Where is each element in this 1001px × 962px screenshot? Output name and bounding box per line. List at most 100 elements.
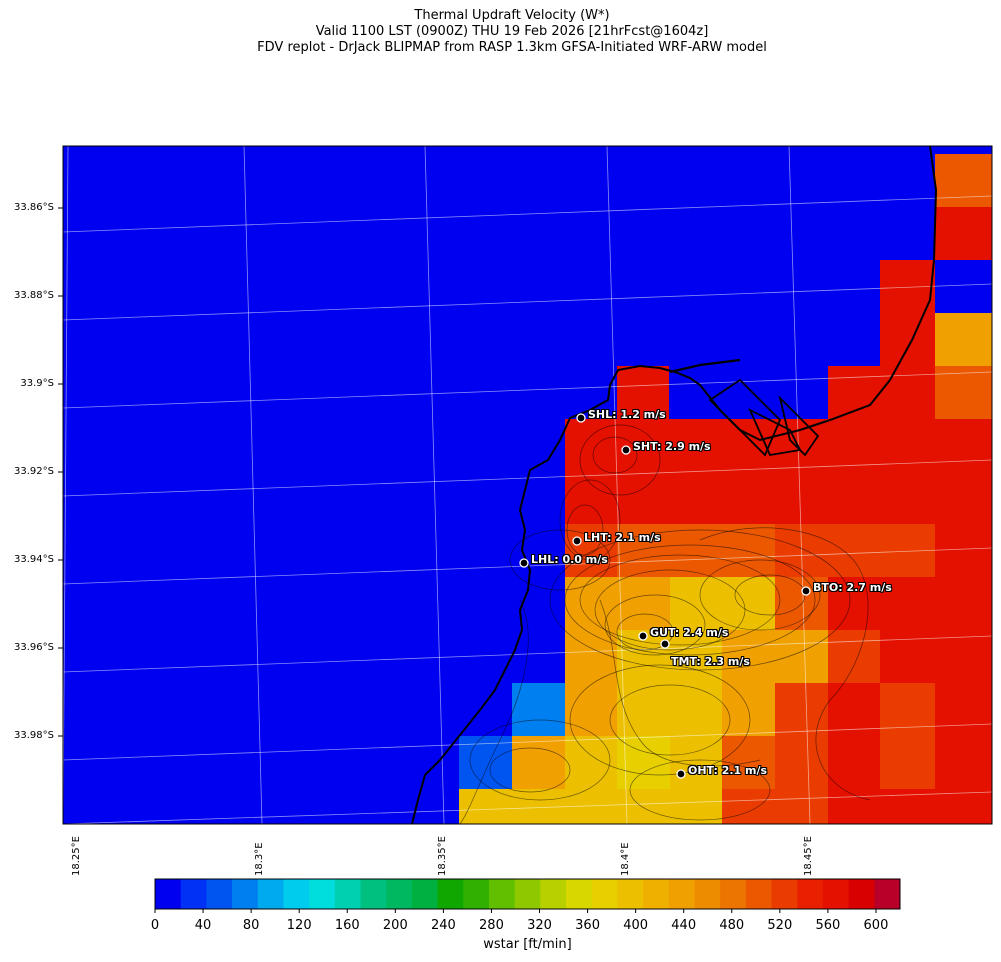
station-marker-tmt[interactable]: [660, 639, 670, 649]
colorbar-segment: [745, 879, 773, 909]
harbour-dock: [708, 378, 782, 457]
colorbar-tick-label: 280: [479, 918, 504, 933]
field-cell: [617, 366, 669, 419]
colorbar-segment: [540, 879, 567, 909]
colorbar-tick-label: 320: [527, 918, 552, 933]
map-area: [63, 146, 992, 824]
field-cell: [880, 630, 935, 683]
terrain-contours: [459, 424, 871, 824]
station-marker-sht[interactable]: [621, 445, 631, 455]
station-label-lhl: LHL: 0.0 m/s: [531, 553, 608, 566]
station-marker-lht[interactable]: [572, 536, 582, 546]
field-cell: [617, 683, 722, 736]
station-marker-gut[interactable]: [638, 631, 648, 641]
field-cell: [617, 630, 722, 683]
station-marker-shl[interactable]: [576, 413, 586, 423]
lon-label: 18.35°E: [437, 836, 448, 876]
colorbar-segment: [309, 879, 336, 909]
lon-label: 18.25°E: [71, 836, 82, 876]
station-marker-bto[interactable]: [801, 586, 811, 596]
field-cell: [459, 789, 565, 824]
field-cell: [617, 524, 775, 577]
colorbar-segment: [617, 879, 644, 909]
title-line-3: FDV replot - DrJack BLIPMAP from RASP 1.…: [257, 40, 767, 55]
harbour-dock-3: [778, 395, 820, 457]
colorbar-tick-label: 400: [623, 918, 649, 933]
colorbar: [154, 878, 901, 913]
lat-ticks: [58, 207, 63, 737]
colorbar-segment: [874, 879, 901, 909]
chart-title: Thermal Updraft Velocity (W*) Valid 1100…: [0, 8, 1001, 56]
colorbar-segment: [488, 879, 516, 909]
field-cell: [775, 630, 828, 683]
colorbar-tick-label: 440: [671, 918, 697, 933]
colorbar-tick-label: 600: [863, 918, 889, 933]
colorbar-tick-label: 480: [719, 918, 745, 933]
colorbar-segment: [411, 879, 439, 909]
field-cell: [828, 630, 880, 683]
colorbar-segment: [591, 879, 618, 909]
lat-label: 33.9°S: [20, 378, 54, 389]
station-label-sht: SHT: 2.9 m/s: [633, 440, 711, 453]
colorbar-segment: [514, 879, 541, 909]
lat-label: 33.92°S: [14, 466, 54, 477]
field-cell: [722, 789, 775, 824]
colorbar-segment: [206, 879, 233, 909]
lon-label: 18.4°E: [620, 842, 631, 876]
field-cell: [565, 789, 722, 824]
lon-label: 18.45°E: [803, 836, 814, 876]
field-cell: [775, 736, 828, 824]
colorbar-segment: [848, 879, 875, 909]
colorbar-tick-label: 240: [430, 918, 456, 933]
station-markers: [519, 413, 811, 779]
station-label-bto: BTO: 2.7 m/s: [813, 581, 892, 594]
lat-label: 33.88°S: [14, 290, 54, 301]
colorbar-segment: [643, 879, 670, 909]
station-marker-oht[interactable]: [676, 769, 686, 779]
station-label-gut: GUT: 2.4 m/s: [650, 626, 729, 639]
station-label-lht: LHT: 2.1 m/s: [584, 531, 661, 544]
colorbar-tick-label: 0: [150, 918, 160, 933]
colorbar-segment: [720, 879, 747, 909]
field-cell: [880, 260, 935, 367]
field-cell: [512, 683, 565, 736]
title-line-1: Thermal Updraft Velocity (W*): [414, 8, 610, 23]
colorbar-segment: [797, 879, 824, 909]
colorbar-segment: [180, 879, 207, 909]
colorbar-segment: [334, 879, 362, 909]
colorbar-tick-label: 160: [334, 918, 360, 933]
colorbar-segment: [463, 879, 490, 909]
colorbar-frame: [154, 878, 901, 910]
colorbar-segment: [566, 879, 593, 909]
colorbar-segment: [694, 879, 721, 909]
colorbar-segment: [668, 879, 695, 909]
colorbar-segment: [360, 879, 387, 909]
field-cell: [512, 736, 565, 789]
breakwater: [669, 358, 741, 374]
field-cell: [670, 577, 775, 630]
lat-label: 33.98°S: [14, 730, 54, 741]
colorbar-segment: [257, 879, 284, 909]
field-cell: [459, 736, 512, 789]
field-cell: [775, 683, 828, 736]
colorbar-tick-label: 520: [767, 918, 793, 933]
field-cell: [935, 207, 992, 260]
station-label-shl: SHL: 1.2 m/s: [588, 408, 666, 421]
lat-label: 33.94°S: [14, 554, 54, 565]
lat-label: 33.86°S: [14, 202, 54, 213]
lon-label: 18.3°E: [254, 842, 265, 876]
colorbar-tick-label: 360: [575, 918, 600, 933]
station-marker-lhl[interactable]: [519, 558, 529, 568]
colorbar-tick-label: 120: [286, 918, 312, 933]
field-cell: [935, 313, 992, 366]
field-cell: [880, 683, 935, 789]
field-cell: [828, 366, 935, 419]
map-frame: [62, 145, 993, 825]
colorbar-tick-label: 80: [242, 918, 260, 933]
colorbar-segment: [771, 879, 798, 909]
field-cell: [935, 154, 992, 207]
colorbar-tick-label: 560: [815, 918, 841, 933]
colorbar-segment: [437, 879, 464, 909]
colorbar-tick-label: 40: [194, 918, 212, 933]
